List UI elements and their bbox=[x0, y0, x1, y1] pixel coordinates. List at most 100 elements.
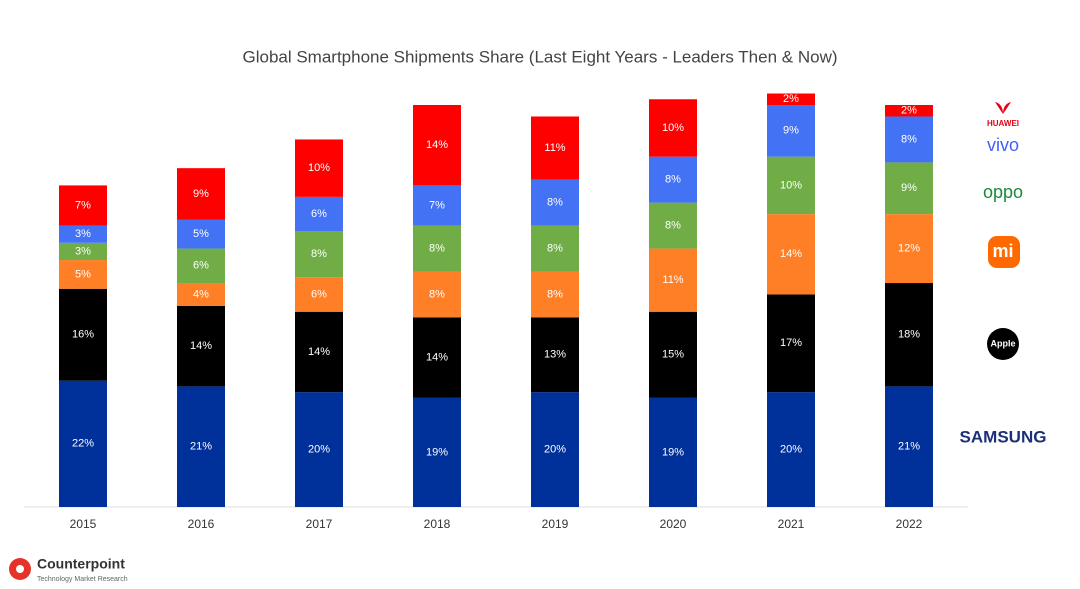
bar-segment bbox=[531, 225, 579, 272]
bar-segment bbox=[767, 214, 815, 295]
bar-segment bbox=[295, 311, 343, 393]
bar-segment bbox=[885, 116, 933, 163]
bar-segment bbox=[885, 386, 933, 507]
data-label: 6% bbox=[193, 260, 209, 272]
data-label: 14% bbox=[190, 340, 212, 352]
data-label: 21% bbox=[898, 441, 920, 453]
bar-segment bbox=[649, 156, 697, 203]
legend-label: vivo bbox=[987, 135, 1019, 155]
data-label: 10% bbox=[780, 179, 802, 191]
data-label: 14% bbox=[308, 346, 330, 358]
bar-segment bbox=[767, 156, 815, 215]
bar-segment bbox=[177, 168, 225, 220]
data-label: 16% bbox=[72, 329, 94, 341]
footer-logo-dot bbox=[16, 565, 24, 573]
data-label: 13% bbox=[544, 349, 566, 361]
bar-segment bbox=[531, 392, 579, 507]
bar-segment bbox=[59, 260, 107, 289]
bar-segment bbox=[177, 306, 225, 387]
data-label: 11% bbox=[662, 274, 683, 286]
bar-segment bbox=[295, 392, 343, 507]
x-tick-label: 2021 bbox=[778, 517, 805, 531]
bar-segment bbox=[413, 271, 461, 318]
data-label: 7% bbox=[429, 199, 445, 211]
data-label: 8% bbox=[547, 288, 563, 300]
data-label: 8% bbox=[901, 133, 917, 145]
bar-segment bbox=[295, 277, 343, 312]
bar-segment bbox=[295, 196, 343, 232]
data-label: 18% bbox=[898, 329, 920, 341]
data-label: 12% bbox=[898, 242, 920, 254]
chart-title: Global Smartphone Shipments Share (Last … bbox=[242, 47, 837, 66]
bar-segment bbox=[767, 294, 815, 393]
data-label: 2% bbox=[783, 93, 799, 105]
bar-segment bbox=[531, 116, 579, 180]
bar-segment bbox=[59, 380, 107, 507]
data-label: 9% bbox=[193, 188, 209, 200]
data-label: 20% bbox=[544, 443, 566, 455]
legend-label: Apple bbox=[990, 338, 1015, 348]
bar-segment bbox=[59, 242, 107, 261]
bar-segment bbox=[413, 397, 461, 507]
data-label: 8% bbox=[429, 242, 445, 254]
data-label: 15% bbox=[662, 349, 684, 361]
bar-segment bbox=[59, 185, 107, 226]
x-tick-label: 2022 bbox=[896, 517, 923, 531]
data-label: 8% bbox=[665, 220, 681, 232]
bar-segment bbox=[767, 93, 815, 105]
data-label: 2% bbox=[901, 105, 917, 117]
data-label: 8% bbox=[429, 288, 445, 300]
bar-segment bbox=[177, 219, 225, 249]
x-tick-label: 2020 bbox=[660, 517, 687, 531]
x-tick-label: 2018 bbox=[424, 517, 451, 531]
data-label: 9% bbox=[783, 125, 799, 137]
data-label: 8% bbox=[547, 242, 563, 254]
bar-segment bbox=[885, 214, 933, 284]
bar-segment bbox=[649, 397, 697, 507]
bar-segment bbox=[649, 248, 697, 312]
legend-label: oppo bbox=[983, 182, 1023, 202]
legend-label: mi bbox=[992, 241, 1013, 261]
bar-segment bbox=[413, 225, 461, 272]
x-tick-label: 2017 bbox=[306, 517, 333, 531]
data-label: 8% bbox=[547, 197, 563, 209]
legend-label: HUAWEI bbox=[987, 119, 1019, 128]
data-label: 3% bbox=[75, 228, 91, 240]
x-tick-label: 2019 bbox=[542, 517, 569, 531]
data-label: 8% bbox=[311, 248, 327, 260]
data-label: 11% bbox=[544, 142, 565, 154]
data-label: 7% bbox=[75, 199, 91, 211]
x-tick-label: 2016 bbox=[188, 517, 215, 531]
bar-segment bbox=[295, 139, 343, 197]
bar-segment bbox=[531, 179, 579, 226]
data-label: 3% bbox=[75, 245, 91, 257]
bar-segment bbox=[413, 185, 461, 226]
legend-petals bbox=[995, 102, 1011, 114]
bar-segment bbox=[177, 248, 225, 284]
data-label: 14% bbox=[426, 139, 448, 151]
data-label: 9% bbox=[901, 182, 917, 194]
bar-segment bbox=[767, 105, 815, 157]
bar-segment bbox=[177, 386, 225, 507]
bar-segment bbox=[413, 105, 461, 186]
bar-segment bbox=[531, 317, 579, 393]
data-label: 19% bbox=[662, 446, 684, 458]
bar-segment bbox=[59, 288, 107, 381]
data-label: 6% bbox=[311, 208, 327, 220]
data-label: 5% bbox=[75, 268, 91, 280]
data-label: 10% bbox=[308, 162, 330, 174]
bar-segment bbox=[649, 99, 697, 157]
bar-segment bbox=[177, 283, 225, 306]
data-label: 8% bbox=[665, 174, 681, 186]
bar-segment bbox=[59, 225, 107, 243]
data-label: 20% bbox=[780, 443, 802, 455]
x-tick-label: 2015 bbox=[70, 517, 97, 531]
data-label: 6% bbox=[311, 288, 327, 300]
bar-segment bbox=[295, 231, 343, 278]
legend-badge bbox=[988, 236, 1020, 268]
data-label: 22% bbox=[72, 438, 94, 450]
bar-segment bbox=[767, 392, 815, 507]
data-label: 14% bbox=[426, 352, 448, 364]
data-label: 10% bbox=[662, 122, 684, 134]
